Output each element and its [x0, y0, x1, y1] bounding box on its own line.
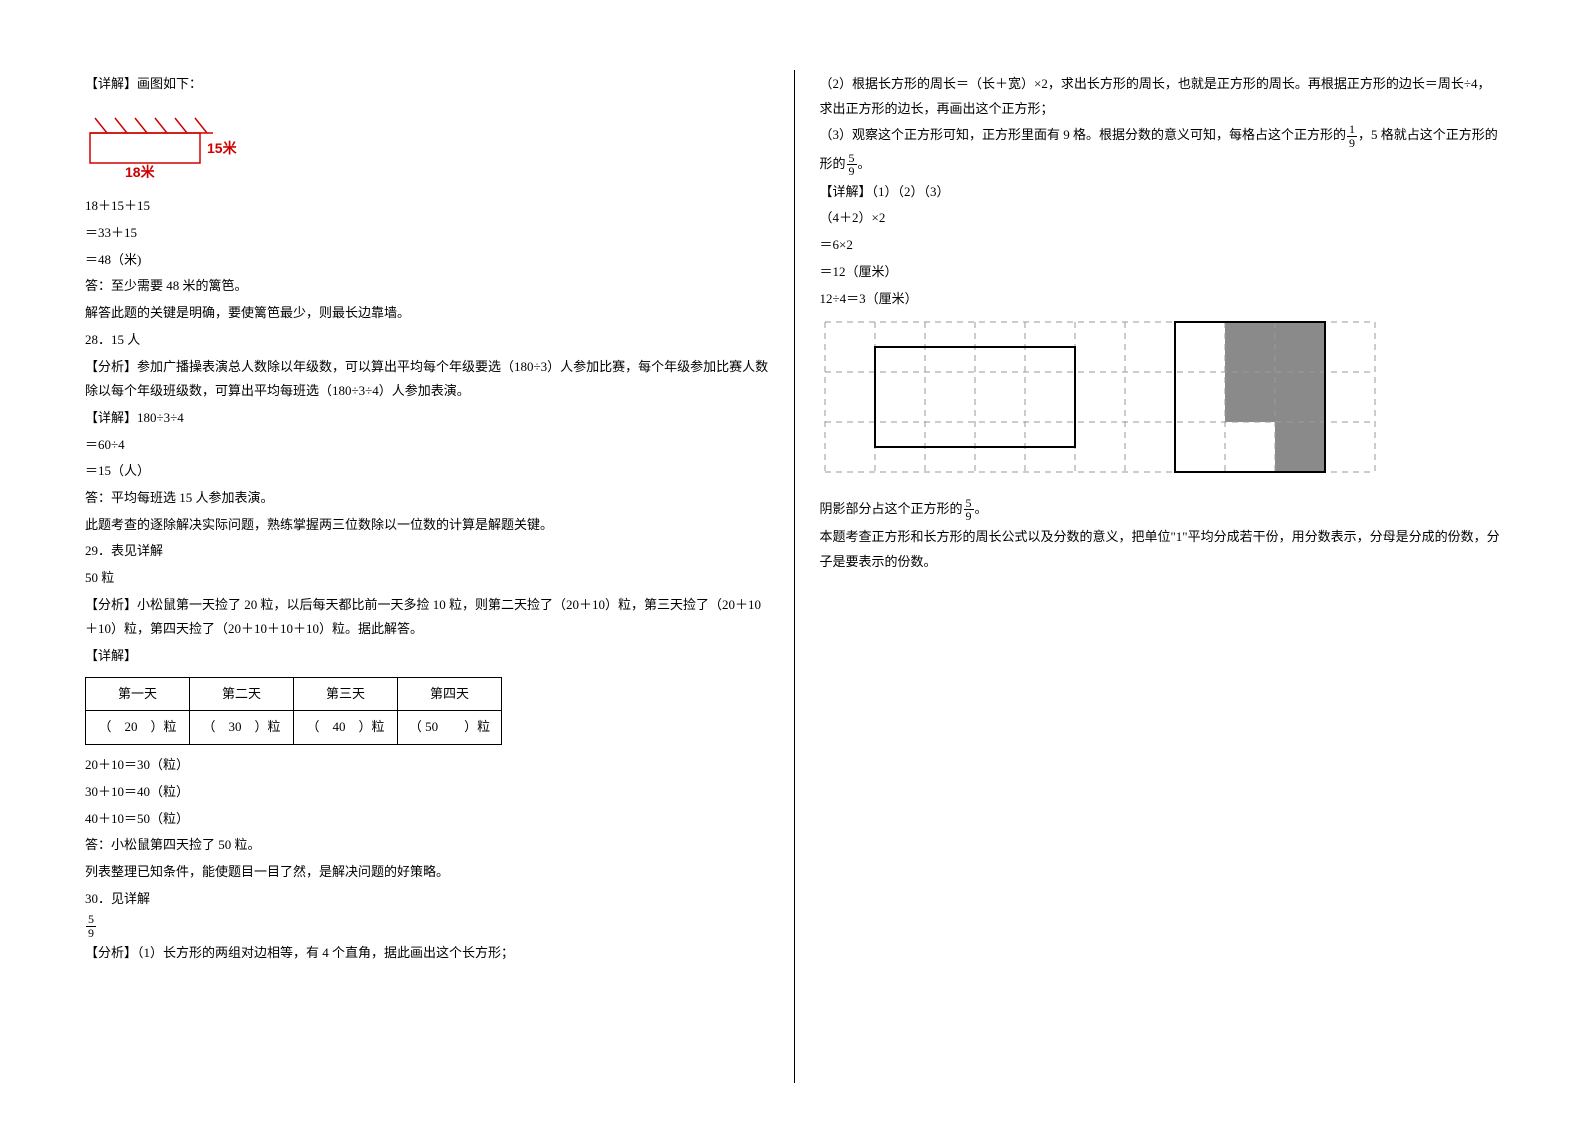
wall-svg: 15米 18米 — [85, 103, 265, 178]
diagram-wall: 15米 18米 — [85, 103, 769, 187]
td: （ 50 ）粒 — [398, 711, 502, 745]
text: ＝12（厘米） — [820, 260, 1504, 285]
text: （2）根据长方形的周长＝（长＋宽）×2，求出长方形的周长，也就是正方形的周长。再… — [820, 72, 1504, 121]
left-column: 【详解】画图如下： 15米 18米 18＋15＋15 ＝33＋15 ＝48（米)… — [60, 70, 795, 1083]
text: ＝48（米) — [85, 248, 769, 273]
text: （4＋2）×2 — [820, 206, 1504, 231]
text: ＝15（人） — [85, 459, 769, 484]
text: 18＋15＋15 — [85, 194, 769, 219]
text: 【分析】小松鼠第一天捡了 20 粒，以后每天都比前一天多捡 10 粒，则第二天捡… — [85, 593, 769, 642]
text: 答：小松鼠第四天捡了 50 粒。 — [85, 833, 769, 858]
td: （ 20 ）粒 — [86, 711, 190, 745]
th: 第四天 — [398, 677, 502, 711]
text: 30＋10＝40（粒） — [85, 780, 769, 805]
svg-text:18米: 18米 — [125, 164, 156, 178]
span: 。 — [975, 501, 988, 516]
td: （ 30 ）粒 — [190, 711, 294, 745]
text: 本题考查正方形和长方形的周长公式以及分数的意义，把单位"1"平均分成若干份，用分… — [820, 525, 1504, 574]
text: 12÷4＝3（厘米） — [820, 287, 1504, 312]
q29: 29．表见详解 — [85, 539, 769, 564]
q28: 28．15 人 — [85, 328, 769, 353]
text: 形的59。 — [820, 152, 1504, 178]
span: 。 — [858, 156, 871, 171]
text: 此题考查的逐除解决实际问题，熟练掌握两三位数除以一位数的计算是解题关键。 — [85, 513, 769, 538]
text: 【详解】画图如下： — [85, 72, 769, 97]
text: 解答此题的关键是明确，要使篱笆最少，则最长边靠墙。 — [85, 301, 769, 326]
th: 第一天 — [86, 677, 190, 711]
span: 形的 — [820, 156, 846, 171]
th: 第三天 — [294, 677, 398, 711]
text: 答：至少需要 48 米的篱笆。 — [85, 274, 769, 299]
span: ，5 格就占这个正方形的 — [1358, 127, 1498, 142]
th: 第二天 — [190, 677, 294, 711]
text: 阴影部分占这个正方形的59。 — [820, 497, 1504, 523]
text: 20＋10＝30（粒） — [85, 753, 769, 778]
grid-diagram — [820, 317, 1504, 491]
td: （ 40 ）粒 — [294, 711, 398, 745]
svg-text:15米: 15米 — [207, 140, 238, 156]
text: 40＋10＝50（粒） — [85, 807, 769, 832]
span: 阴影部分占这个正方形的 — [820, 501, 963, 516]
text: 【详解】（1）（2）（3） — [820, 180, 1504, 205]
fraction: 59 — [85, 913, 769, 939]
text: 50 粒 — [85, 566, 769, 591]
right-column: （2）根据长方形的周长＝（长＋宽）×2，求出长方形的周长，也就是正方形的周长。再… — [795, 70, 1529, 1083]
q30: 30．见详解 — [85, 887, 769, 912]
text: ＝60÷4 — [85, 433, 769, 458]
text: （3）观察这个正方形可知，正方形里面有 9 格。根据分数的意义可知，每格占这个正… — [820, 123, 1504, 149]
text: 【分析】参加广播操表演总人数除以年级数，可以算出平均每个年级要选（180÷3）人… — [85, 355, 769, 404]
grid-svg — [820, 317, 1390, 482]
page-root: 【详解】画图如下： 15米 18米 18＋15＋15 ＝33＋15 ＝48（米)… — [0, 0, 1588, 1123]
text: 【详解】180÷3÷4 — [85, 406, 769, 431]
text: 答：平均每班选 15 人参加表演。 — [85, 486, 769, 511]
table-days: 第一天 第二天 第三天 第四天 （ 20 ）粒 （ 30 ）粒 （ 40 ）粒 … — [85, 677, 502, 745]
text: ＝33＋15 — [85, 221, 769, 246]
text: 列表整理已知条件，能使题目一目了然，是解决问题的好策略。 — [85, 860, 769, 885]
text: 【详解】 — [85, 644, 769, 669]
span: （3）观察这个正方形可知，正方形里面有 9 格。根据分数的意义可知，每格占这个正… — [820, 127, 1347, 142]
text: ＝6×2 — [820, 233, 1504, 258]
text: 【分析】（1）长方形的两组对边相等，有 4 个直角，据此画出这个长方形； — [85, 941, 769, 966]
